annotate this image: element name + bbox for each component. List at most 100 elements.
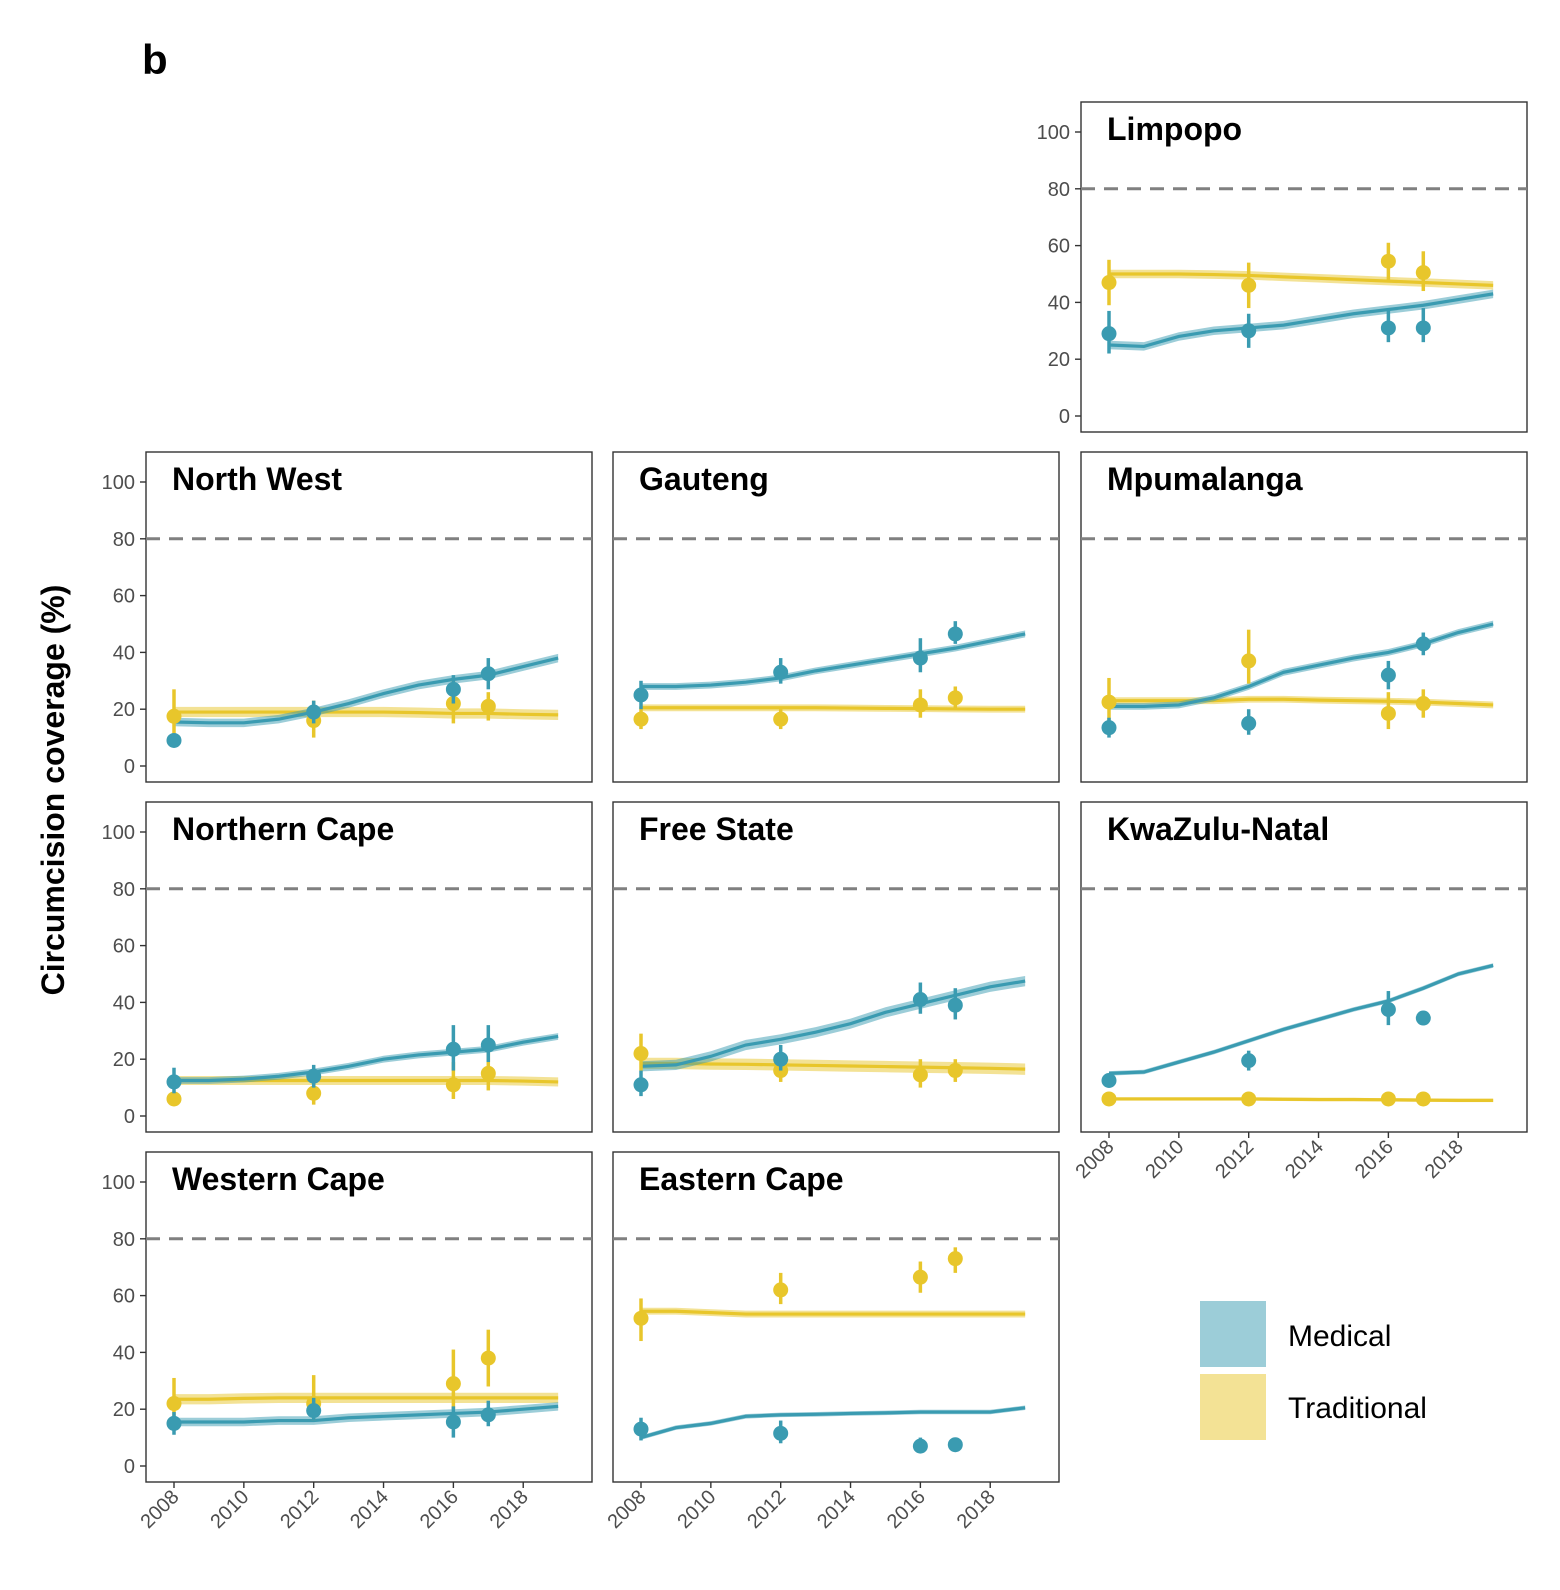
traditional-obs-point (445, 1376, 461, 1392)
legend-medical-label: Medical (1288, 1320, 1391, 1353)
traditional-obs-point (1241, 277, 1257, 293)
x-tick-label: 2014 (1281, 1136, 1328, 1183)
y-tick-label: 0 (124, 756, 135, 778)
panel-title: Free State (639, 811, 794, 847)
traditional-obs-point (773, 711, 789, 727)
x-tick-label: 2012 (743, 1486, 790, 1533)
traditional-obs-point (1241, 1091, 1257, 1107)
panel-limpopo: Limpopo 0 20 40 60 80 100 (1037, 101, 1528, 433)
traditional-obs-point (1101, 694, 1117, 710)
traditional-obs-point (166, 708, 182, 724)
y-tick-label: 40 (113, 1342, 135, 1364)
traditional-obs-point (480, 1065, 496, 1081)
figure-label: b (142, 36, 168, 83)
panel-title: Western Cape (172, 1161, 385, 1197)
panel-mpumalanga: Mpumalanga (1080, 451, 1528, 783)
y-tick-label: 20 (1048, 349, 1070, 371)
traditional-model-line (1109, 272, 1494, 287)
medical-obs-point (1380, 1002, 1396, 1017)
medical-obs-point (1380, 320, 1396, 336)
x-tick-label: 2010 (206, 1486, 253, 1533)
y-tick-label: 60 (113, 936, 135, 958)
medical-model-band (174, 653, 559, 728)
medical-obs-point (166, 732, 182, 748)
traditional-model-line (174, 1396, 559, 1401)
traditional-obs-point (1380, 1091, 1396, 1107)
medical-obs-point (1101, 326, 1117, 342)
x-tick-label: 2008 (137, 1486, 184, 1533)
y-tick-label: 80 (113, 529, 135, 551)
medical-obs-point (1380, 667, 1396, 683)
traditional-obs-point (166, 1396, 182, 1412)
y-tick-label: 100 (102, 1172, 135, 1194)
legend: Medical Traditional (1200, 1301, 1427, 1440)
medical-obs-point (166, 1415, 182, 1431)
medical-obs-point (1101, 1073, 1117, 1088)
panel-frame (612, 451, 1060, 783)
panel-frame (145, 1151, 593, 1483)
y-tick-label: 100 (102, 822, 135, 844)
x-tick-label: 2014 (346, 1486, 393, 1533)
medical-obs-point (1101, 720, 1117, 736)
traditional-model-line (641, 706, 1026, 711)
traditional-model-line (1109, 1097, 1494, 1102)
x-tick-label: 2008 (1072, 1136, 1119, 1183)
panel-frame (612, 801, 1060, 1133)
medical-obs-point (773, 1051, 789, 1067)
y-tick-label: 40 (113, 642, 135, 664)
panel-gauteng: Gauteng (612, 451, 1060, 783)
y-tick-label: 20 (113, 699, 135, 721)
traditional-model-line (174, 710, 559, 717)
medical-obs-point (633, 1077, 649, 1093)
traditional-obs-point (633, 1310, 649, 1326)
traditional-obs-point (306, 1085, 322, 1101)
legend-traditional-key (1200, 1374, 1266, 1440)
y-tick-label: 40 (113, 992, 135, 1014)
legend-traditional-label: Traditional (1288, 1392, 1427, 1425)
traditional-obs-point (166, 1091, 182, 1107)
traditional-obs-point (633, 1046, 649, 1062)
traditional-obs-point (947, 690, 963, 706)
y-tick-label: 100 (1037, 122, 1070, 144)
x-tick-label: 2018 (953, 1486, 1000, 1533)
y-axis-title: Circumcision coverage (%) (35, 585, 71, 996)
y-tick-label: 80 (1048, 179, 1070, 201)
medical-obs-point (773, 664, 789, 680)
traditional-obs-point (633, 711, 649, 727)
medical-model-band (641, 1405, 1026, 1440)
medical-model-line (640, 979, 1026, 1068)
x-tick-label: 2012 (1211, 1136, 1258, 1183)
y-tick-label: 0 (124, 1456, 135, 1478)
x-tick-label: 2008 (604, 1486, 651, 1533)
panel-frame (1080, 801, 1528, 1133)
x-tick-label: 2014 (813, 1486, 860, 1533)
y-tick-label: 80 (113, 1229, 135, 1251)
medical-model-band (1109, 289, 1494, 351)
medical-obs-point (947, 626, 963, 642)
medical-model-line (640, 1406, 1026, 1440)
traditional-obs-point (480, 698, 496, 714)
x-tick-label: 2016 (1351, 1136, 1398, 1183)
panel-frame (1080, 451, 1528, 783)
medical-obs-point (480, 666, 496, 682)
panel-frame (145, 451, 593, 783)
medical-obs-point (773, 1425, 789, 1441)
medical-obs-point (912, 992, 928, 1008)
traditional-obs-point (445, 1077, 461, 1093)
traditional-obs-point (1380, 253, 1396, 269)
medical-obs-point (445, 1414, 461, 1430)
y-tick-label: 20 (113, 1399, 135, 1421)
traditional-obs-point (773, 1282, 789, 1298)
medical-obs-point (445, 681, 461, 697)
medical-obs-point (306, 1403, 322, 1419)
medical-obs-point (480, 1037, 496, 1053)
y-tick-label: 60 (1048, 236, 1070, 258)
traditional-obs-point (912, 697, 928, 713)
panel-title: Eastern Cape (639, 1161, 844, 1197)
medical-obs-point (1241, 323, 1257, 339)
panel-title: Gauteng (639, 461, 769, 497)
panel-title: Mpumalanga (1107, 461, 1303, 497)
traditional-obs-point (480, 1350, 496, 1366)
y-tick-label: 80 (113, 879, 135, 901)
medical-model-band (641, 630, 1026, 690)
